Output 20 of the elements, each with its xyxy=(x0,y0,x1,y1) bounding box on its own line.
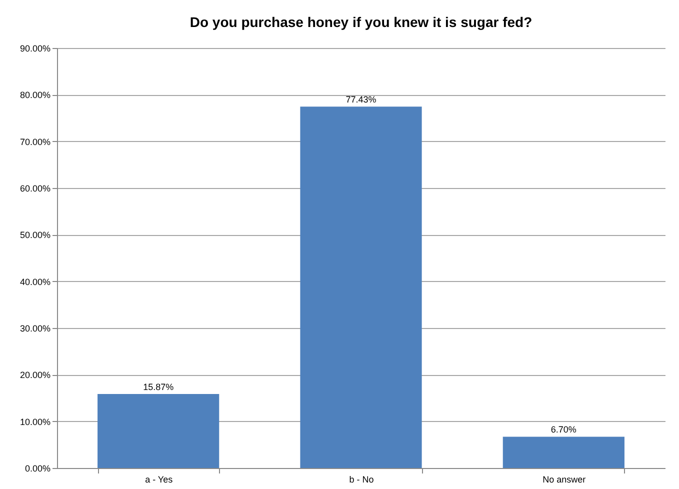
data-label: 15.87% xyxy=(143,382,174,392)
x-tick-label: No answer xyxy=(542,474,586,484)
data-label: 6.70% xyxy=(550,424,576,435)
y-tick-label: 20.00% xyxy=(20,370,50,380)
y-tick-label: 10.00% xyxy=(20,416,50,427)
bar xyxy=(300,106,422,468)
y-tick-label: 30.00% xyxy=(20,324,50,334)
x-tick-label: a - Yes xyxy=(145,474,174,484)
y-tick-label: 70.00% xyxy=(20,136,50,147)
y-tick-label: 40.00% xyxy=(20,276,50,287)
y-tick-label: 0.00% xyxy=(24,464,50,474)
chart-title: Do you purchase honey if you knew it is sugar fed? xyxy=(190,14,532,30)
y-tick-label: 90.00% xyxy=(20,44,50,54)
bar xyxy=(502,436,624,468)
y-tick-label: 60.00% xyxy=(20,184,50,194)
bar xyxy=(98,394,220,468)
x-tick-label: b - No xyxy=(349,474,374,484)
y-tick-label: 50.00% xyxy=(20,230,50,240)
y-tick-label: 80.00% xyxy=(20,90,50,100)
data-label: 77.43% xyxy=(346,94,376,105)
